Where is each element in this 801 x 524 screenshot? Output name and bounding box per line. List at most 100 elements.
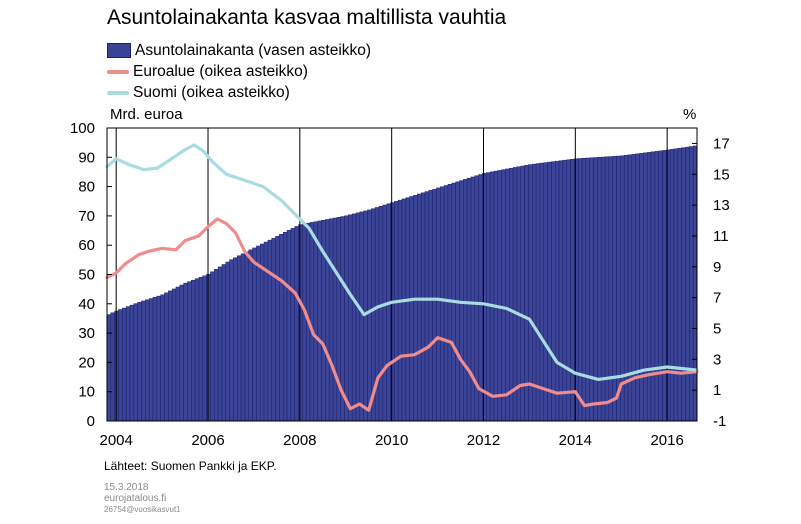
bar	[202, 275, 207, 422]
bar	[489, 171, 495, 422]
bar	[198, 277, 204, 422]
bar	[673, 148, 679, 422]
bar	[286, 230, 292, 422]
bar	[294, 226, 299, 422]
footer-code: 26754@vuosikasvut1	[104, 505, 181, 514]
legend-item-housing-loans: Asuntolainakanta (vasen asteikko)	[107, 40, 371, 61]
bar	[355, 212, 361, 422]
bar	[405, 197, 410, 422]
bar	[271, 237, 276, 422]
bar	[493, 170, 499, 422]
tick-label-right: 1	[713, 382, 721, 399]
bar	[214, 269, 219, 422]
bar	[145, 299, 150, 422]
bar	[463, 179, 468, 422]
bar	[650, 151, 656, 422]
tick-label-right: 11	[713, 228, 729, 245]
bar	[436, 187, 441, 422]
bar	[409, 196, 414, 422]
bar	[122, 307, 127, 422]
bar	[562, 159, 567, 422]
tick-label-right: -1	[713, 413, 726, 430]
bar	[635, 153, 640, 422]
bar	[397, 199, 403, 422]
source-note: Lähteet: Suomen Pankki ja EKP.	[104, 459, 277, 473]
bar	[509, 167, 514, 422]
bar	[566, 159, 571, 422]
bar	[631, 154, 636, 422]
bar	[585, 157, 590, 422]
bar	[593, 157, 598, 422]
bar	[378, 206, 384, 422]
bar	[443, 185, 449, 422]
bar	[148, 298, 154, 422]
footer: 15.3.2018 eurojatalous.fi 26754@vuosikas…	[104, 482, 181, 515]
bar	[604, 156, 610, 422]
bar	[282, 232, 288, 422]
tick-label-x: 2014	[559, 432, 592, 449]
bar	[417, 193, 422, 422]
bar	[267, 239, 272, 422]
tick-label-left: 30	[78, 325, 95, 342]
bar	[351, 213, 357, 422]
bar	[440, 186, 445, 422]
legend-label: Suomi (oikea asteikko)	[133, 84, 290, 101]
bar	[597, 157, 602, 422]
bar	[252, 247, 257, 422]
tick-label-left: 60	[78, 237, 95, 254]
bar	[313, 221, 318, 422]
bar	[187, 281, 192, 422]
bar	[244, 251, 249, 422]
bar	[156, 295, 161, 422]
bar	[279, 234, 284, 422]
bar	[367, 209, 372, 422]
bar	[332, 217, 338, 422]
bar	[646, 152, 652, 422]
bar	[420, 192, 426, 422]
left-axis-unit: Mrd. euroa	[110, 106, 183, 123]
tick-label-x: 2016	[650, 432, 683, 449]
bar	[501, 169, 506, 422]
bar	[600, 156, 606, 422]
tick-label-x: 2006	[191, 432, 224, 449]
legend-label: Asuntolainakanta (vasen asteikko)	[135, 42, 372, 59]
legend-item-finland: Suomi (oikea asteikko)	[107, 82, 371, 103]
series-line-finland	[105, 143, 699, 381]
bar	[290, 228, 295, 422]
legend-swatch-bar	[107, 43, 131, 58]
bar	[470, 176, 476, 422]
bar	[194, 278, 200, 422]
bar	[608, 156, 613, 422]
bar	[164, 292, 169, 422]
bar	[512, 167, 518, 422]
bar	[275, 235, 280, 422]
bar	[348, 214, 353, 422]
bar	[221, 264, 227, 422]
tick-label-left: 0	[87, 413, 95, 430]
bar	[110, 312, 115, 422]
bar	[394, 201, 399, 422]
tick-label-x: 2012	[467, 432, 500, 449]
bar	[478, 174, 483, 422]
tick-label-left: 20	[78, 354, 95, 371]
bar	[217, 266, 223, 422]
bar	[210, 271, 215, 422]
bar	[386, 203, 391, 422]
bar	[505, 168, 510, 422]
bar	[401, 198, 407, 422]
tick-label-right: 15	[713, 166, 730, 183]
bar	[532, 163, 537, 422]
bar	[191, 279, 196, 422]
bar	[669, 149, 675, 422]
bar	[237, 255, 242, 422]
bar	[413, 195, 418, 422]
bar	[141, 300, 146, 422]
bar	[658, 150, 663, 422]
tick-label-right: 9	[713, 259, 721, 276]
bar	[160, 294, 165, 422]
bar	[612, 156, 617, 422]
bar	[302, 223, 307, 422]
bar	[183, 282, 188, 422]
bar	[240, 253, 246, 422]
bar	[689, 146, 694, 422]
